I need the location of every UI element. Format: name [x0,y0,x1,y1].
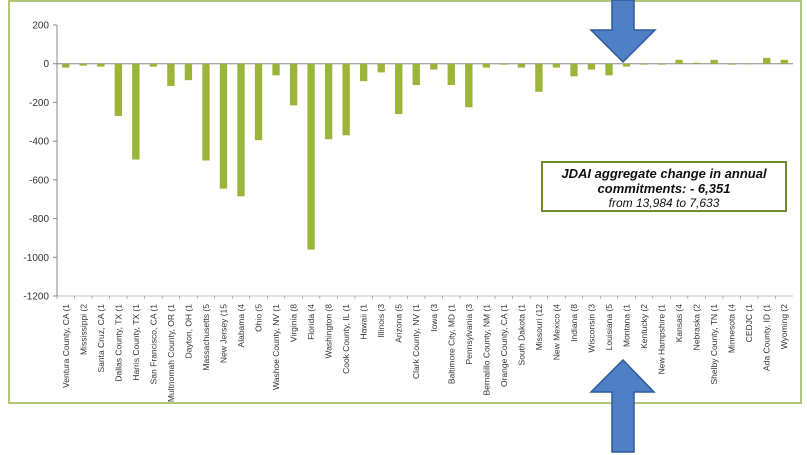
bar [254,63,263,141]
bar [500,63,508,65]
bar [324,63,333,140]
x-tick-label: Dallas County, TX (1 [113,304,123,382]
x-tick-label: Minnesota (4 [727,304,737,353]
x-tick-label: Indiana (8 [569,304,579,342]
y-tick-label: -800 [29,214,49,225]
x-tick-label: Massachusetts (5 [201,304,211,371]
bar [395,63,403,115]
x-tick-label: Kansas (4 [674,304,684,343]
x-tick-label: Ada County, ID (1 [762,304,772,371]
annotation-line3: from 13,984 to 7,633 [608,196,720,210]
bar [465,63,473,108]
x-tick-label: Wisconsin (3 [586,304,596,353]
bar [517,63,526,68]
bar [97,63,105,67]
annotation-box: JDAI aggregate change in annual commitme… [541,161,787,212]
bar [780,59,788,64]
bar [307,63,315,250]
annotation-line2: commitments: - 6,351 [597,181,731,196]
bar [587,63,596,70]
down-arrow-icon [589,0,657,64]
bar [745,63,753,65]
y-tick-label: -200 [29,98,49,109]
x-tick-label: Kentucky (2 [639,304,649,349]
bar [412,63,420,86]
bar [132,63,140,160]
bar [79,63,87,66]
bar [149,63,158,67]
x-tick-label: Nebraska (2 [692,304,702,351]
x-tick-label: Shelby County, TN (1 [709,304,719,385]
x-tick-label: Washoe County, NV (1 [271,304,281,390]
bar [184,63,193,81]
x-tick-label: Hawaii (1 [359,304,369,340]
x-tick-label: Montana (1 [622,304,632,347]
x-tick-label: Iowa (3 [429,304,439,332]
x-tick-label: Ventura County, CA (1 [61,304,71,388]
bar [640,63,648,65]
x-tick-label: CEDJC (1 [744,304,754,343]
y-tick-label: -1000 [23,253,49,264]
x-tick-label: Virginia (8 [289,304,299,342]
y-tick-label: 0 [43,59,49,70]
bar [342,63,350,136]
x-tick-label: Santa Cruz, CA (1 [96,304,106,373]
bar [202,63,210,161]
x-tick-label: New Jersey (15 [218,304,228,363]
bar [62,63,70,68]
bar [430,63,438,70]
x-tick-label: Orange County, CA (1 [499,304,509,387]
bar [657,63,666,65]
bar [219,63,228,189]
bar [622,63,631,67]
bar [710,59,718,64]
x-tick-label: Missouri (12 [534,304,544,351]
bar [167,63,175,86]
x-tick-label: South Dakota (1 [516,304,526,366]
bar [447,63,455,86]
bar [692,62,701,64]
y-tick-label: 200 [32,21,49,32]
x-tick-label: Illinois (3 [376,304,386,338]
bar [114,63,123,116]
x-tick-label: Clark County, NV (1 [411,304,421,379]
up-arrow-icon [589,358,656,453]
x-tick-label: Ohio (5 [254,304,264,332]
bar [482,63,491,68]
x-tick-label: Mississippi (2 [78,304,88,355]
bar [289,63,298,106]
bar [727,63,736,65]
x-tick-label: San Francisco, CA (1 [148,304,158,385]
x-tick-label: Pennsylvania (3 [464,304,474,365]
bar [763,57,771,64]
x-tick-label: Florida (4 [306,304,316,340]
bar [675,59,683,64]
annotation-line1: JDAI aggregate change in annual [561,166,767,181]
bar [570,63,578,77]
x-tick-label: New Hampshire (1 [657,304,667,375]
bar [272,63,280,76]
x-tick-label: Baltimore City, MD (1 [446,304,456,384]
x-tick-label: Arizona (5 [394,304,404,343]
x-tick-label: Wyoming (2 [779,304,789,350]
x-tick-label: Multnomah County, OR (1 [166,304,176,402]
bar [359,63,368,82]
y-tick-label: -1200 [23,292,49,303]
bar [535,63,543,92]
x-tick-label: Dayton, OH (1 [183,304,193,359]
x-tick-label: Bernalillo County, NM (1 [481,304,491,396]
x-tick-label: New Mexico (4 [551,304,561,360]
x-tick-label: Washington (8 [324,304,334,359]
x-tick-label: Louisiana (5 [604,304,614,351]
y-tick-label: -400 [29,137,49,148]
bar [552,63,561,68]
x-tick-label: Harris County, TX (1 [131,304,141,381]
y-tick-label: -600 [29,175,49,186]
bar [377,63,385,73]
bar [605,63,613,76]
bar [237,63,245,197]
x-tick-label: Alabama (4 [236,304,246,348]
x-tick-label: Cook County, IL (1 [341,304,351,374]
